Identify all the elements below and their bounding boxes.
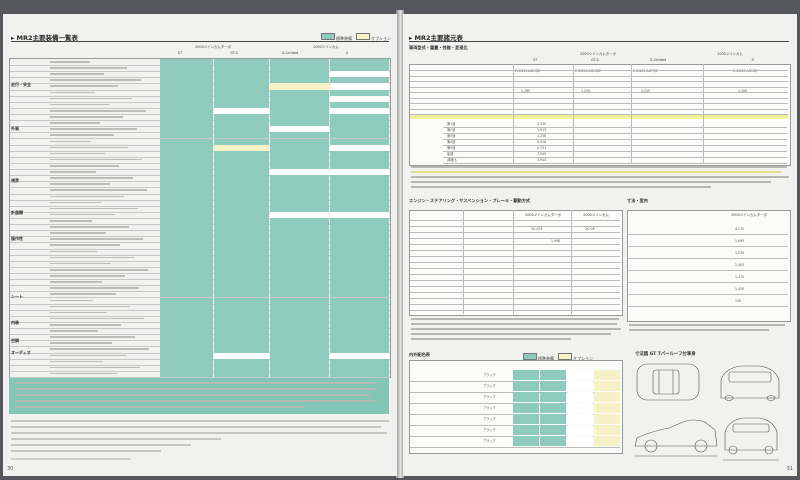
t1-col-g: G (751, 58, 755, 62)
gear-label: 第1速 (447, 122, 456, 126)
equipment-table (9, 58, 391, 378)
gear-label: 第5速 (447, 146, 456, 150)
col-glimited: G-Limited (281, 51, 299, 55)
t1-group-1: 2000ツインカムターボ (580, 52, 616, 56)
section-aircon: 空調 (11, 338, 19, 343)
dimension-value: 1,695 (735, 239, 745, 243)
col-g: G (345, 51, 349, 55)
right-page-number: 31 (786, 466, 793, 472)
dimension-value: 4,170 (735, 227, 745, 231)
title-rule (11, 41, 389, 42)
section-exterior: 外装 (11, 126, 19, 131)
code-gt: E-SW20-AGHQZ (515, 69, 541, 73)
right-legend: 標準装備 オプション (523, 353, 593, 362)
engine-turbo: 3S-GTE (531, 227, 543, 231)
drawing-caption: 寸法図 GT Tバールーフ付車身 (635, 352, 696, 357)
legend-standard: 標準装備 (321, 33, 352, 42)
dimension-value: 1,235 (735, 251, 745, 255)
code-gts: E-SW20-AGMQZ (575, 69, 601, 73)
col-group-2: 2000ツインカム (313, 45, 339, 49)
t1-col-gl: G-Limited (649, 58, 667, 62)
section-meters: 計器類 (11, 210, 23, 215)
color-cell: ブラック (483, 417, 496, 421)
weight-gl: 1,220 (641, 89, 651, 93)
package-band (9, 378, 389, 414)
table3-caption: 内外配色表 (409, 352, 430, 357)
left-page: ▸ MR2主要装備一覧表 標準装備 オプション 2000ツインカムターボ 200… (3, 14, 397, 476)
section-driving: 走行・安全 (11, 82, 31, 87)
gear-ratio: 0.918 (537, 140, 547, 144)
gear-ratio: 1.258 (537, 134, 547, 138)
gear-label: 減速比 (447, 158, 457, 162)
table1-caption: 車両型式・重量・性能・変速比 (409, 45, 468, 50)
car-dimension-drawing (634, 363, 780, 461)
dimension-value: 2,400 (735, 263, 745, 267)
section-operation: 操作性 (11, 236, 23, 241)
table4-caption: 寸法・室内 (627, 198, 648, 203)
section-seat: シート (11, 294, 23, 299)
highlight-row (410, 114, 788, 119)
gear-ratio: 3.545 (537, 152, 547, 156)
gear-label: 後退 (447, 152, 454, 156)
t4-group: 2000ツインカムターボ (731, 213, 767, 217)
section-audio: オーディオ (11, 350, 31, 355)
left-page-number: 30 (7, 466, 14, 472)
gear-label: 第4速 (447, 140, 456, 144)
gear-ratio: 3.230 (537, 122, 547, 126)
weight-gts: 1,250 (581, 89, 591, 93)
color-cell: ブラック (483, 395, 496, 399)
section-interior: 内装 (11, 320, 19, 325)
t2-group-1: 2000ツインカムターボ (525, 213, 561, 217)
section-visibility: 視界 (11, 178, 19, 183)
col-gts: GT-S (230, 51, 238, 55)
right-page-title: ▸ MR2主要諸元表 (409, 34, 464, 42)
dimension-value: 130 (735, 299, 742, 303)
table2-caption: エンジン・ステアリング・サスペンション・ブレーキ・駆動方式 (409, 198, 531, 203)
color-cell: ブラック (483, 439, 496, 443)
t1-group-2: 2000ツインカム (717, 52, 743, 56)
t2-group-2: 2000ツインカム (583, 213, 609, 217)
table-row (10, 370, 390, 378)
right-page: ▸ MR2主要諸元表 車両型式・重量・性能・変速比 2000ツインカムターボ 2… (403, 14, 797, 476)
binding-gutter (396, 10, 404, 478)
color-cell: ブラック (483, 384, 496, 388)
title-rule-right (409, 41, 789, 42)
gear-ratio: 1.913 (537, 128, 547, 132)
left-legend: 標準装備 オプション (321, 33, 391, 42)
dimension-value: 1,470 (735, 275, 745, 279)
left-page-title: ▸ MR2主要装備一覧表 (11, 34, 79, 42)
color-cell: ブラック (483, 406, 496, 410)
legend-option: オプション (356, 33, 391, 42)
col-group-1: 2000ツインカムターボ (195, 45, 231, 49)
dims-table (627, 210, 791, 322)
engine-na: 3S-GE (585, 227, 595, 231)
color-cell: ブラック (483, 373, 496, 377)
code-g: E-SW20-AGMQF (733, 69, 759, 73)
gear-ratio: 3.944 (537, 158, 547, 162)
gear-label: 第3速 (447, 134, 456, 138)
color-cell: ブラック (483, 428, 496, 432)
t1-col-gt: GT (532, 58, 538, 62)
col-gt: GT (177, 51, 183, 55)
weight-gt: 1,260 (521, 89, 531, 93)
gear-ratio: 0.731 (537, 146, 547, 150)
t1-col-gts: GT-S (591, 58, 599, 62)
gear-label: 第2速 (447, 128, 456, 132)
code-gl: E-SW20-AGPQZ (633, 69, 658, 73)
dimension-value: 1,450 (735, 287, 745, 291)
weight-g: 1,200 (738, 89, 748, 93)
displacement: 1,998 (551, 239, 561, 243)
